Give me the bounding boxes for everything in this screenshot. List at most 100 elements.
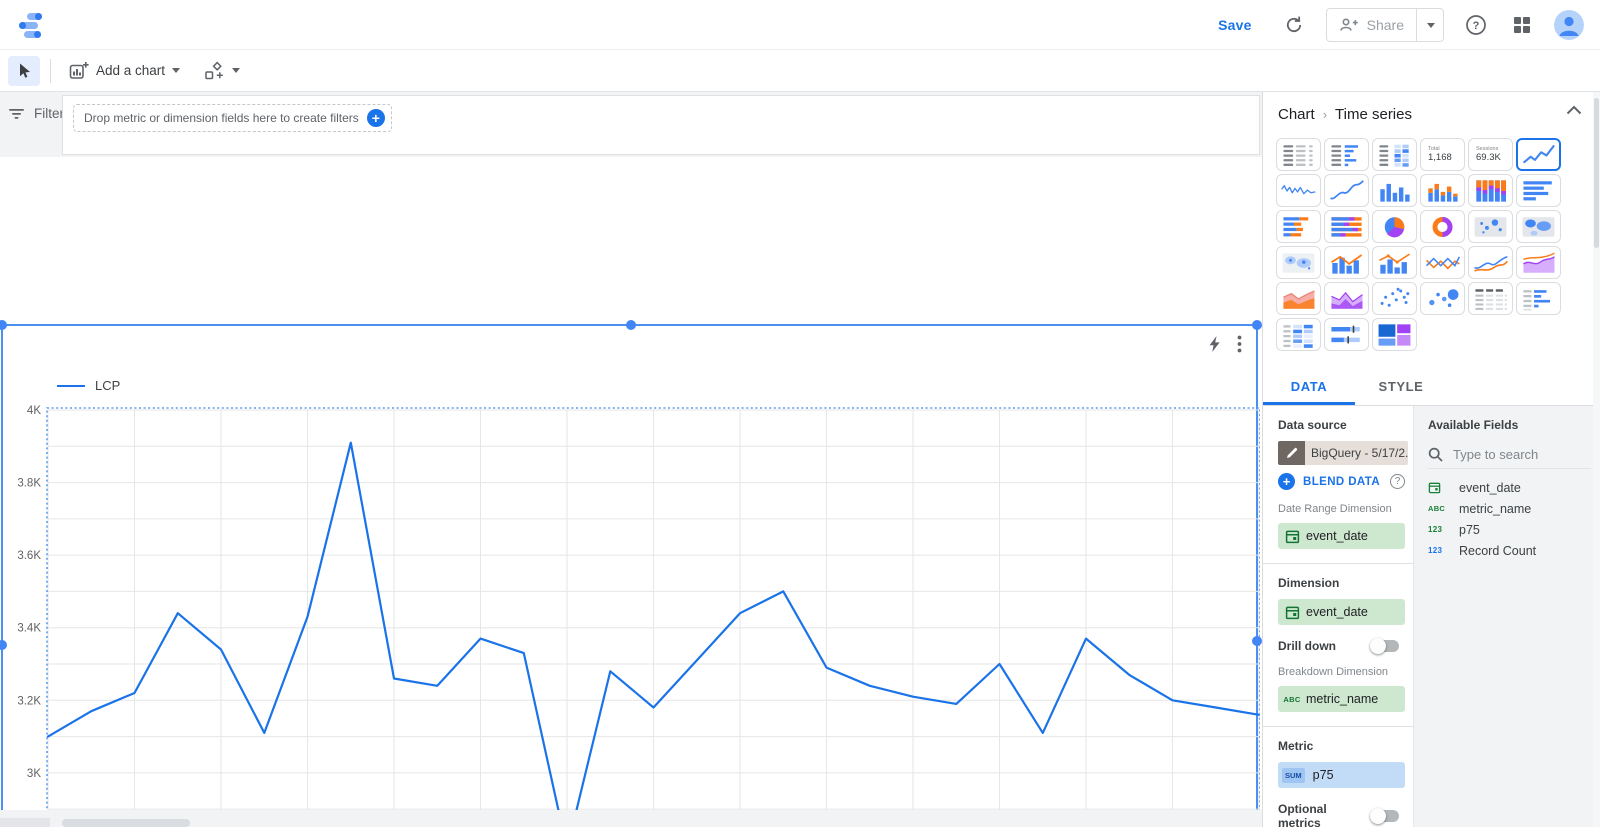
share-dropdown-caret-icon[interactable] xyxy=(1427,22,1435,28)
chart-type-area-multi[interactable] xyxy=(1324,282,1369,315)
section-divider xyxy=(1263,726,1413,727)
chart-type-line-multi[interactable] xyxy=(1420,246,1465,279)
time-series-chart[interactable]: 4K3.8K3.6K3.4K3.2K3K2.8K2.6KMar 10Mar 12… xyxy=(0,320,1262,827)
data-source-chip[interactable]: BigQuery - 5/17/2... xyxy=(1278,441,1408,465)
chart-type-column[interactable] xyxy=(1372,174,1417,207)
selection-handle[interactable] xyxy=(1252,320,1262,330)
chart-type-stacked-column-100[interactable] xyxy=(1468,174,1513,207)
selection-handle[interactable] xyxy=(626,320,636,330)
sum-aggregation-badge[interactable]: SUM xyxy=(1282,767,1305,783)
blend-data-plus-icon[interactable]: + xyxy=(1278,473,1295,490)
chart-type-scatter[interactable] xyxy=(1372,282,1417,315)
chart-type-stacked-bar[interactable] xyxy=(1276,210,1321,243)
edit-data-source-icon[interactable] xyxy=(1278,441,1305,465)
breadcrumb-chart-type: Time series xyxy=(1335,106,1412,123)
cursor-icon xyxy=(20,63,30,78)
looker-studio-logo-icon[interactable] xyxy=(14,5,54,45)
chart-type-bullet[interactable] xyxy=(1324,318,1369,351)
data-config-column: Data source BigQuery - 5/17/2... + BLEND… xyxy=(1263,406,1413,827)
chart-type-area-line[interactable] xyxy=(1516,246,1561,279)
chart-type-scorecard-sessions[interactable]: Sessions 69.3K xyxy=(1468,138,1513,171)
chart-type-table[interactable] xyxy=(1276,138,1321,171)
chart-type-sparkline[interactable] xyxy=(1276,174,1321,207)
calendar-icon xyxy=(1278,529,1306,544)
scorecard-label: Total xyxy=(1428,146,1440,152)
add-chart-button[interactable]: Add a chart xyxy=(61,57,188,84)
blend-data-button[interactable]: BLEND DATA xyxy=(1303,475,1381,488)
calendar-icon xyxy=(1428,482,1441,494)
chart-type-bubble[interactable] xyxy=(1420,282,1465,315)
chart-type-scorecard-total[interactable]: Total 1,168 xyxy=(1420,138,1465,171)
avatar[interactable] xyxy=(1554,10,1584,40)
chart-type-geo-heat[interactable] xyxy=(1276,246,1321,279)
chart-type-time-series[interactable] xyxy=(1516,138,1561,171)
tab-data[interactable]: DATA xyxy=(1263,368,1355,405)
selection-handle[interactable] xyxy=(0,640,7,650)
panel-scrollbar[interactable] xyxy=(1594,98,1599,248)
chart-type-combo-line[interactable] xyxy=(1372,246,1417,279)
selection-handle[interactable] xyxy=(1252,636,1262,646)
chart-type-pivot-table[interactable] xyxy=(1468,282,1513,315)
chart-type-stacked-column[interactable] xyxy=(1420,174,1465,207)
share-button[interactable]: Share xyxy=(1325,8,1444,42)
abc-icon: ABC xyxy=(1283,694,1301,704)
chart-type-table-bars[interactable] xyxy=(1324,138,1369,171)
chart-type-donut[interactable] xyxy=(1420,210,1465,243)
breakdown-dimension-label: Breakdown Dimension xyxy=(1278,666,1389,678)
selection-handle[interactable] xyxy=(0,320,7,330)
date-range-dimension-field: event_date xyxy=(1306,529,1368,543)
chart-more-menu-icon[interactable] xyxy=(1237,335,1242,353)
field-metric_name[interactable]: ABC metric_name xyxy=(1428,501,1532,516)
scorecard-value: 1,168 xyxy=(1428,152,1452,163)
filter-dropzone[interactable]: Drop metric or dimension fields here to … xyxy=(73,104,392,132)
chart-plot-area[interactable]: 4K3.8K3.6K3.4K3.2K3K2.8K2.6KMar 10Mar 12… xyxy=(3,326,1260,827)
share-label: Share xyxy=(1366,17,1404,33)
drill-down-toggle[interactable] xyxy=(1370,638,1399,654)
refresh-data-icon[interactable] xyxy=(1280,11,1308,39)
chart-type-pivot-bars[interactable] xyxy=(1516,282,1561,315)
select-tool-button[interactable] xyxy=(8,55,40,86)
chart-type-treemap[interactable] xyxy=(1372,318,1417,351)
chart-type-smooth-multi[interactable] xyxy=(1468,246,1513,279)
chart-type-smooth-line[interactable] xyxy=(1324,174,1369,207)
field-event_date[interactable]: event_date xyxy=(1428,477,1591,498)
properties-panel: Chart › Time series Total 1,168 Sessions 69… xyxy=(1262,92,1600,827)
chart-type-bar[interactable] xyxy=(1516,174,1561,207)
date-range-dimension-chip[interactable]: event_date xyxy=(1278,523,1405,549)
field-search-input[interactable] xyxy=(1453,447,1583,462)
metric-chip[interactable]: SUM p75 xyxy=(1278,762,1405,788)
save-button[interactable]: Save xyxy=(1218,17,1252,33)
chart-type-pivot-heatmap[interactable] xyxy=(1276,318,1321,351)
community-visualizations-button[interactable] xyxy=(198,57,246,85)
chart-type-stacked-area[interactable] xyxy=(1276,282,1321,315)
add-filter-icon[interactable]: + xyxy=(366,109,385,127)
panel-body: Data source BigQuery - 5/17/2... + BLEND… xyxy=(1263,406,1600,827)
horizontal-scrollbar[interactable] xyxy=(62,819,190,827)
help-icon[interactable]: ? xyxy=(1462,11,1490,39)
breakdown-dimension-chip[interactable]: ABC metric_name xyxy=(1278,686,1405,712)
svg-text:?: ? xyxy=(1473,20,1480,32)
apps-grid-icon[interactable] xyxy=(1508,11,1536,39)
metric-section-label: Metric xyxy=(1278,739,1314,753)
chart-type-pie[interactable] xyxy=(1372,210,1417,243)
field-p75[interactable]: 123 p75 xyxy=(1428,522,1480,537)
tab-style[interactable]: STYLE xyxy=(1378,379,1424,394)
svg-text:3.2K: 3.2K xyxy=(17,695,41,707)
chart-type-stacked-bar-100[interactable] xyxy=(1324,210,1369,243)
svg-text:3.6K: 3.6K xyxy=(17,550,41,562)
field-record-count[interactable]: 123 Record Count xyxy=(1428,543,1537,558)
chart-type-geo-bubble[interactable] xyxy=(1468,210,1513,243)
report-canvas[interactable]: 4K3.8K3.6K3.4K3.2K3K2.8K2.6KMar 10Mar 12… xyxy=(0,157,1262,827)
filter-bar: Filter Drop metric or dimension fields h… xyxy=(0,92,1262,157)
scorecard-value: 69.3K xyxy=(1476,152,1501,163)
chart-type-table-heatmap[interactable] xyxy=(1372,138,1417,171)
chart-quick-actions-icon[interactable] xyxy=(1208,335,1221,353)
breadcrumb-chart[interactable]: Chart xyxy=(1278,106,1315,123)
dimension-chip[interactable]: event_date xyxy=(1278,599,1405,625)
text-type-icon: ABC xyxy=(1428,504,1446,513)
chart-type-combo[interactable] xyxy=(1324,246,1369,279)
collapse-panel-icon[interactable] xyxy=(1566,105,1582,115)
chart-type-geo-filled[interactable] xyxy=(1516,210,1561,243)
optional-metrics-toggle[interactable] xyxy=(1370,808,1399,824)
blend-help-icon[interactable]: ? xyxy=(1390,474,1405,489)
